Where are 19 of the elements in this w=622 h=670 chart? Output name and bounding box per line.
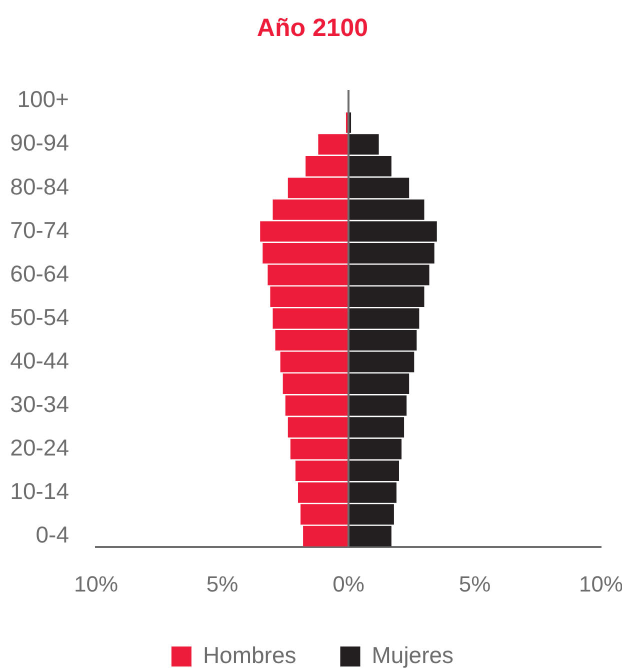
- y-tick-label: 70-74: [10, 216, 70, 243]
- x-tick-label: 0%: [332, 571, 364, 596]
- y-tick-label: 50-54: [10, 304, 70, 330]
- x-tick-label: 5%: [458, 571, 491, 596]
- y-tick-label: 10-14: [10, 478, 70, 504]
- legend-label: Mujeres: [372, 642, 454, 668]
- y-tick-label: 100+: [17, 86, 69, 112]
- y-tick-label: 60-64: [10, 260, 70, 286]
- y-tick-label: 30-34: [10, 390, 70, 417]
- y-tick-label: 80-84: [10, 173, 70, 200]
- chart-title: Año 2100: [256, 14, 368, 42]
- y-tick-label: 90-94: [10, 130, 70, 156]
- y-tick-label: 40-44: [10, 347, 70, 374]
- y-tick-label: 20-24: [10, 434, 70, 460]
- legend-label: Hombres: [202, 642, 296, 668]
- x-tick-label: 10%: [74, 571, 118, 596]
- y-tick-label: 0-4: [36, 521, 70, 548]
- x-tick-label: 10%: [578, 571, 622, 596]
- x-tick-label: 5%: [206, 571, 238, 596]
